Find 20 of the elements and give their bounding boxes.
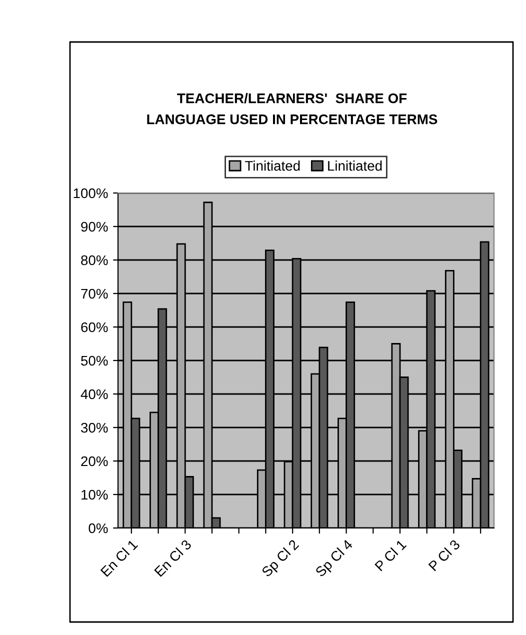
x-tick-label: Sp Cl 4: [314, 538, 356, 580]
y-tick-label: 20%: [81, 456, 108, 466]
x-tick-label: En Cl 1: [100, 538, 138, 578]
y-tick-label: 90%: [81, 222, 108, 232]
y-tick-label: 70%: [81, 288, 108, 299]
y-tick-label: 0%: [88, 523, 108, 534]
legend-label: Linitiated: [328, 160, 382, 171]
legend-label: Tinitiated: [245, 160, 300, 171]
y-tick-label: 100%: [74, 188, 108, 198]
y-tick-label: 80%: [81, 255, 108, 266]
x-tick-label: En Cl 3: [154, 538, 192, 578]
x-tick-label: Sp Cl 2: [260, 538, 302, 580]
y-tick-label: 30%: [81, 422, 108, 433]
y-tick-label: 10%: [82, 490, 108, 500]
y-tick-label: 60%: [81, 322, 108, 332]
chart-title: TEACHER/LEARNERS' SHARE OF LANGUAGE USED IN PERCENTAGE TERMS: [147, 93, 438, 124]
y-tick-label: 40%: [80, 389, 108, 400]
x-tick-label: P Cl 1: [374, 538, 407, 572]
y-tick-label: 50%: [81, 356, 108, 366]
x-tick-label: P Cl 3: [428, 538, 460, 572]
